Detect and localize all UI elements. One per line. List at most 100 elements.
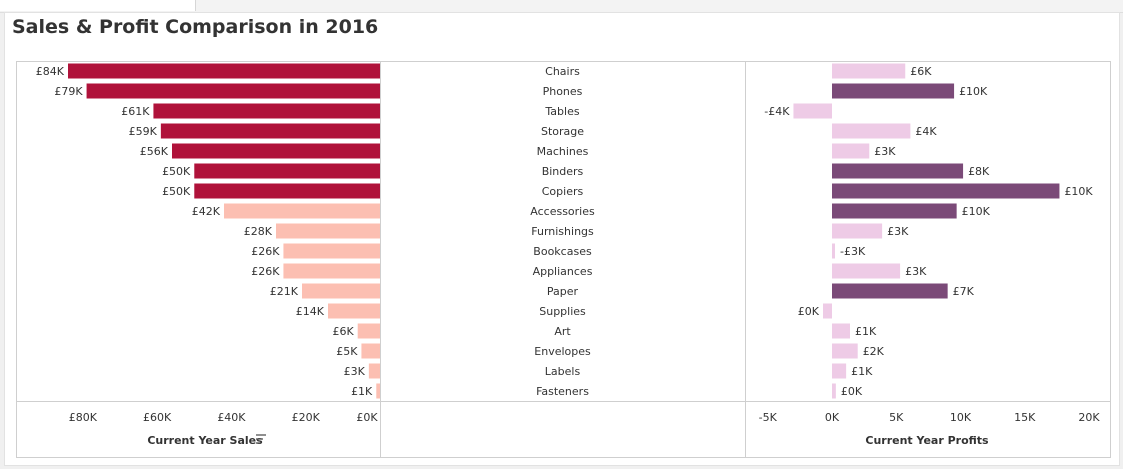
sales-bar (283, 243, 380, 259)
profit-data-label: £1K (855, 325, 877, 338)
profit-bar (832, 343, 858, 359)
sales-bar (160, 123, 380, 139)
sales-data-label: £50K (162, 185, 191, 198)
sales-data-label: £5K (336, 345, 358, 358)
sales-bar (368, 363, 380, 379)
profit-tick-label: 5K (889, 411, 904, 424)
sales-bar (153, 103, 380, 119)
profit-data-labels: £6K £10K -£4K £4K £3K £8K £10K £10K £3K -£3K £3K £7… (764, 65, 1093, 398)
sort-descending-icon[interactable] (256, 434, 266, 444)
frame-border (16, 61, 1111, 458)
category-label: Binders (542, 165, 584, 178)
profit-tick-label: 0K (825, 411, 840, 424)
category-label: Copiers (542, 185, 584, 198)
profit-data-label: £7K (953, 285, 975, 298)
profit-data-label: £3K (874, 145, 896, 158)
profit-axis: -5K 0K 5K 10K 15K 20K (759, 411, 1101, 424)
sheet-tab[interactable] (0, 0, 196, 11)
sales-data-label: £79K (54, 85, 83, 98)
sales-tick-label: £40K (217, 411, 246, 424)
profit-bar (832, 283, 948, 299)
profit-bar (832, 223, 883, 239)
category-label: Fasteners (536, 385, 589, 398)
profit-data-label: £10K (959, 85, 988, 98)
profit-bar (793, 103, 832, 119)
sales-data-label: £84K (36, 65, 65, 78)
profit-data-label: £8K (968, 165, 990, 178)
sales-tick-label: £20K (292, 411, 321, 424)
category-label: Bookcases (533, 245, 592, 258)
sales-axis-title[interactable]: Current Year Sales (147, 434, 263, 447)
sales-data-label: £56K (140, 145, 169, 158)
profit-tick-label: -5K (759, 411, 778, 424)
sales-axis: £80K £60K £40K £20K £0K (69, 411, 379, 424)
profit-data-label: -£3K (840, 245, 866, 258)
profit-tick-label: 15K (1014, 411, 1036, 424)
category-label: Machines (537, 145, 589, 158)
sales-bar (283, 263, 380, 279)
sales-tick-label: £60K (143, 411, 172, 424)
sales-data-label: £61K (121, 105, 150, 118)
profit-data-label: £0K (798, 305, 820, 318)
sales-data-label: £1K (351, 385, 373, 398)
profit-tick-label: 10K (950, 411, 972, 424)
profit-bar (832, 363, 847, 379)
sales-tick-label: £80K (69, 411, 98, 424)
profit-data-label: £4K (915, 125, 937, 138)
category-label: Storage (541, 125, 584, 138)
category-label: Tables (544, 105, 579, 118)
profit-data-label: £6K (910, 65, 932, 78)
sales-bar (276, 223, 380, 239)
profit-tick-label: 20K (1078, 411, 1100, 424)
sales-bar (86, 83, 381, 99)
category-label: Phones (543, 85, 583, 98)
profit-data-label: £0K (841, 385, 863, 398)
profit-bars (793, 63, 1060, 399)
profit-data-label: £10K (1064, 185, 1093, 198)
sales-data-label: £26K (251, 245, 280, 258)
profit-bar (832, 383, 836, 399)
category-label: Envelopes (534, 345, 591, 358)
sales-data-label: £28K (244, 225, 273, 238)
sales-bar (361, 343, 380, 359)
sales-bar (172, 143, 380, 159)
profit-data-label: £10K (962, 205, 991, 218)
sales-bar (376, 383, 380, 399)
chart-frame (16, 61, 1111, 458)
profit-data-label: £2K (863, 345, 885, 358)
profit-bar (832, 123, 911, 139)
sales-bar (194, 163, 380, 179)
profit-bar (832, 243, 835, 259)
profit-bar (823, 303, 832, 319)
sales-data-label: £6K (332, 325, 354, 338)
sales-data-labels: £84K£79K£61K£59K£56K£50K£50K£42K£28K£26K… (36, 65, 373, 398)
profit-bar (832, 323, 850, 339)
category-labels: Chairs Phones Tables Storage Machines Binders… (530, 65, 595, 398)
sales-data-label: £50K (162, 165, 191, 178)
profit-bar (832, 163, 964, 179)
sales-data-label: £42K (192, 205, 221, 218)
profit-bar (832, 63, 906, 79)
sales-bar (357, 323, 380, 339)
category-label: Accessories (530, 205, 595, 218)
category-label: Furnishings (531, 225, 594, 238)
category-label: Chairs (545, 65, 580, 78)
sales-bar (68, 63, 380, 79)
profit-bar (832, 183, 1060, 199)
profit-axis-title[interactable]: Current Year Profits (865, 434, 989, 447)
profit-data-label: £3K (905, 265, 927, 278)
category-label: Labels (545, 365, 581, 378)
category-label: Paper (547, 285, 579, 298)
profit-data-label: -£4K (764, 105, 790, 118)
profit-bar (832, 83, 955, 99)
sales-data-label: £14K (296, 305, 325, 318)
sales-data-label: £3K (344, 365, 366, 378)
sales-bar (302, 283, 380, 299)
sales-bar (224, 203, 380, 219)
sales-bar (328, 303, 380, 319)
profit-bar (832, 263, 901, 279)
sales-tick-label: £0K (356, 411, 378, 424)
profit-bar (832, 203, 957, 219)
profit-data-label: £3K (887, 225, 909, 238)
